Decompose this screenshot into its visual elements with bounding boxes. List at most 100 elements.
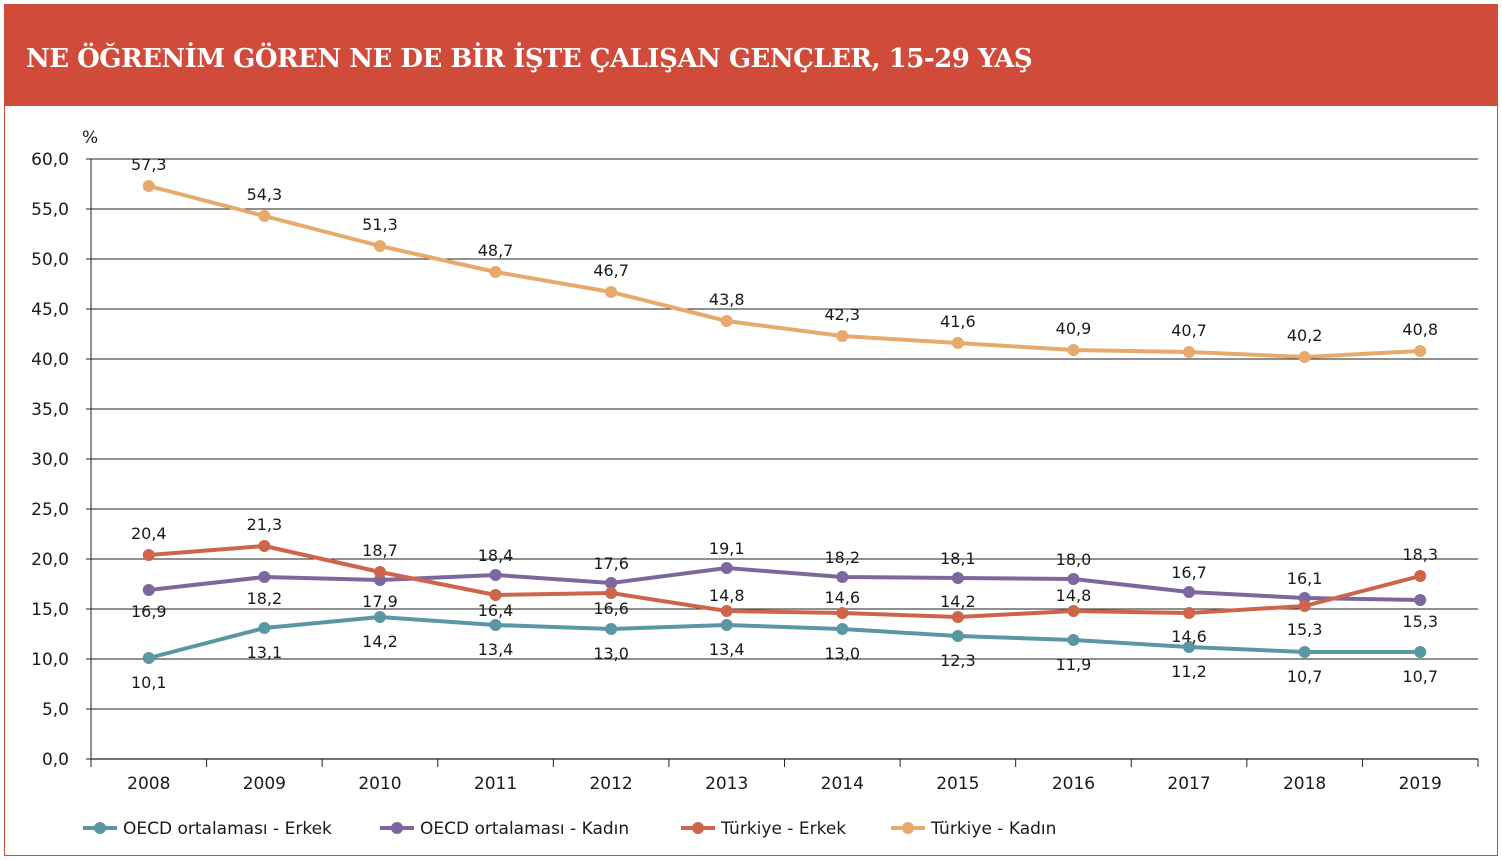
data-point <box>373 240 386 252</box>
data-label: 11,2 <box>1171 662 1207 681</box>
data-point <box>1414 345 1427 357</box>
data-point <box>605 623 618 635</box>
x-tick-label: 2017 <box>1167 774 1210 794</box>
y-tick-label: 0,0 <box>42 750 69 770</box>
data-point <box>1067 344 1080 356</box>
data-point <box>373 566 386 578</box>
legend-label: Türkiye - Erkek <box>720 819 846 839</box>
chart-title: NE ÖĞRENİM GÖREN NE DE BİR İŞTE ÇALIŞAN … <box>26 44 1033 74</box>
data-label: 13,4 <box>478 640 514 659</box>
y-tick-label: 40,0 <box>31 350 69 370</box>
x-tick-label: 2009 <box>243 774 286 794</box>
data-label: 13,1 <box>247 643 283 662</box>
data-label: 18,2 <box>247 589 283 608</box>
data-label: 17,9 <box>362 592 398 611</box>
data-label: 16,1 <box>1287 569 1323 588</box>
x-tick-label: 2011 <box>474 774 517 794</box>
data-point <box>1298 600 1311 612</box>
data-label: 16,4 <box>478 601 514 620</box>
data-point <box>1183 641 1196 653</box>
data-point <box>1067 605 1080 617</box>
data-point <box>1414 594 1427 606</box>
series-layer <box>142 180 1427 664</box>
data-label: 42,3 <box>824 305 860 324</box>
data-point <box>605 577 618 589</box>
data-point <box>489 619 502 631</box>
x-tick-label: 2014 <box>821 774 864 794</box>
data-point <box>605 587 618 599</box>
data-point <box>836 330 849 342</box>
data-label: 16,7 <box>1171 563 1207 582</box>
x-tick-label: 2008 <box>127 774 170 794</box>
data-label: 15,3 <box>1287 620 1323 639</box>
x-tick-label: 2012 <box>589 774 632 794</box>
data-point <box>605 286 618 298</box>
x-tick-label: 2018 <box>1283 774 1326 794</box>
data-point <box>951 630 964 642</box>
data-label: 40,9 <box>1056 319 1092 338</box>
data-point <box>1298 646 1311 658</box>
data-label: 13,4 <box>709 640 745 659</box>
y-tick-label: 55,0 <box>31 200 69 220</box>
data-label: 57,3 <box>131 155 167 174</box>
data-point <box>836 623 849 635</box>
data-label: 51,3 <box>362 215 398 234</box>
data-label: 13,0 <box>593 644 629 663</box>
data-label: 10,1 <box>131 673 167 692</box>
data-label: 14,6 <box>1171 627 1207 646</box>
data-point <box>1183 586 1196 598</box>
data-point <box>142 549 155 561</box>
data-label: 43,8 <box>709 290 745 309</box>
data-label: 16,6 <box>593 599 629 618</box>
data-label: 14,8 <box>1056 586 1092 605</box>
legend-label: OECD ortalaması - Erkek <box>123 819 332 839</box>
data-point <box>142 584 155 596</box>
data-label: 16,9 <box>131 602 167 621</box>
y-tick-label: 35,0 <box>31 400 69 420</box>
data-point <box>720 315 733 327</box>
data-point <box>1183 346 1196 358</box>
x-tick-label: 2013 <box>705 774 748 794</box>
data-label: 19,1 <box>709 539 745 558</box>
data-label: 11,9 <box>1056 655 1092 674</box>
legend-swatch-marker <box>391 822 403 834</box>
data-point <box>258 622 271 634</box>
data-label: 18,7 <box>362 541 398 560</box>
data-label: 20,4 <box>131 524 167 543</box>
data-label: 41,6 <box>940 312 976 331</box>
data-point <box>258 210 271 222</box>
series-line <box>148 184 1421 359</box>
data-label: 18,3 <box>1402 545 1438 564</box>
data-point <box>489 569 502 581</box>
data-point <box>1183 607 1196 619</box>
data-label: 40,7 <box>1171 321 1207 340</box>
y-tick-label: 45,0 <box>31 300 69 320</box>
y-tick-label: 25,0 <box>31 500 69 520</box>
data-point <box>373 611 386 623</box>
data-label: 54,3 <box>247 185 283 204</box>
legend-label: OECD ortalaması - Kadın <box>420 819 629 839</box>
y-tick-label: 30,0 <box>31 450 69 470</box>
data-label: 18,0 <box>1056 550 1092 569</box>
data-label: 14,2 <box>362 632 398 651</box>
data-point <box>489 266 502 278</box>
y-tick-label: 10,0 <box>31 650 69 670</box>
data-point <box>1414 570 1427 582</box>
data-point <box>836 607 849 619</box>
data-point <box>1067 634 1080 646</box>
axes: 0,0 5,0 10,0 15,0 20,0 25,0 30,0 35,0 40,0 45,0 50… <box>31 150 1479 794</box>
data-label: 40,8 <box>1402 320 1438 339</box>
data-point <box>836 571 849 583</box>
x-tick-label: 2019 <box>1399 774 1442 794</box>
chart-frame <box>4 4 1498 856</box>
y-tick-label: 50,0 <box>31 250 69 270</box>
data-point <box>489 589 502 601</box>
y-tick-label: 15,0 <box>31 600 69 620</box>
data-label: 14,8 <box>709 586 745 605</box>
data-label: 46,7 <box>593 261 629 280</box>
data-point <box>720 619 733 631</box>
legend-swatch-marker <box>902 822 914 834</box>
y-tick-label: 20,0 <box>31 550 69 570</box>
data-label: 14,6 <box>824 588 860 607</box>
data-label: 12,3 <box>940 651 976 670</box>
